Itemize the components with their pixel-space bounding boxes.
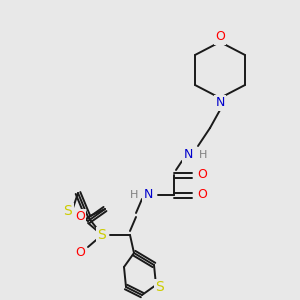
Text: O: O [197, 188, 207, 202]
Text: O: O [75, 211, 85, 224]
Text: O: O [75, 247, 85, 260]
Text: S: S [156, 280, 164, 294]
Text: H: H [130, 190, 138, 200]
Text: H: H [199, 150, 207, 160]
Text: S: S [64, 204, 72, 218]
Text: N: N [183, 148, 193, 161]
Text: O: O [215, 31, 225, 44]
Text: O: O [197, 169, 207, 182]
Text: N: N [215, 97, 225, 110]
Text: S: S [98, 228, 106, 242]
Text: N: N [143, 188, 153, 202]
